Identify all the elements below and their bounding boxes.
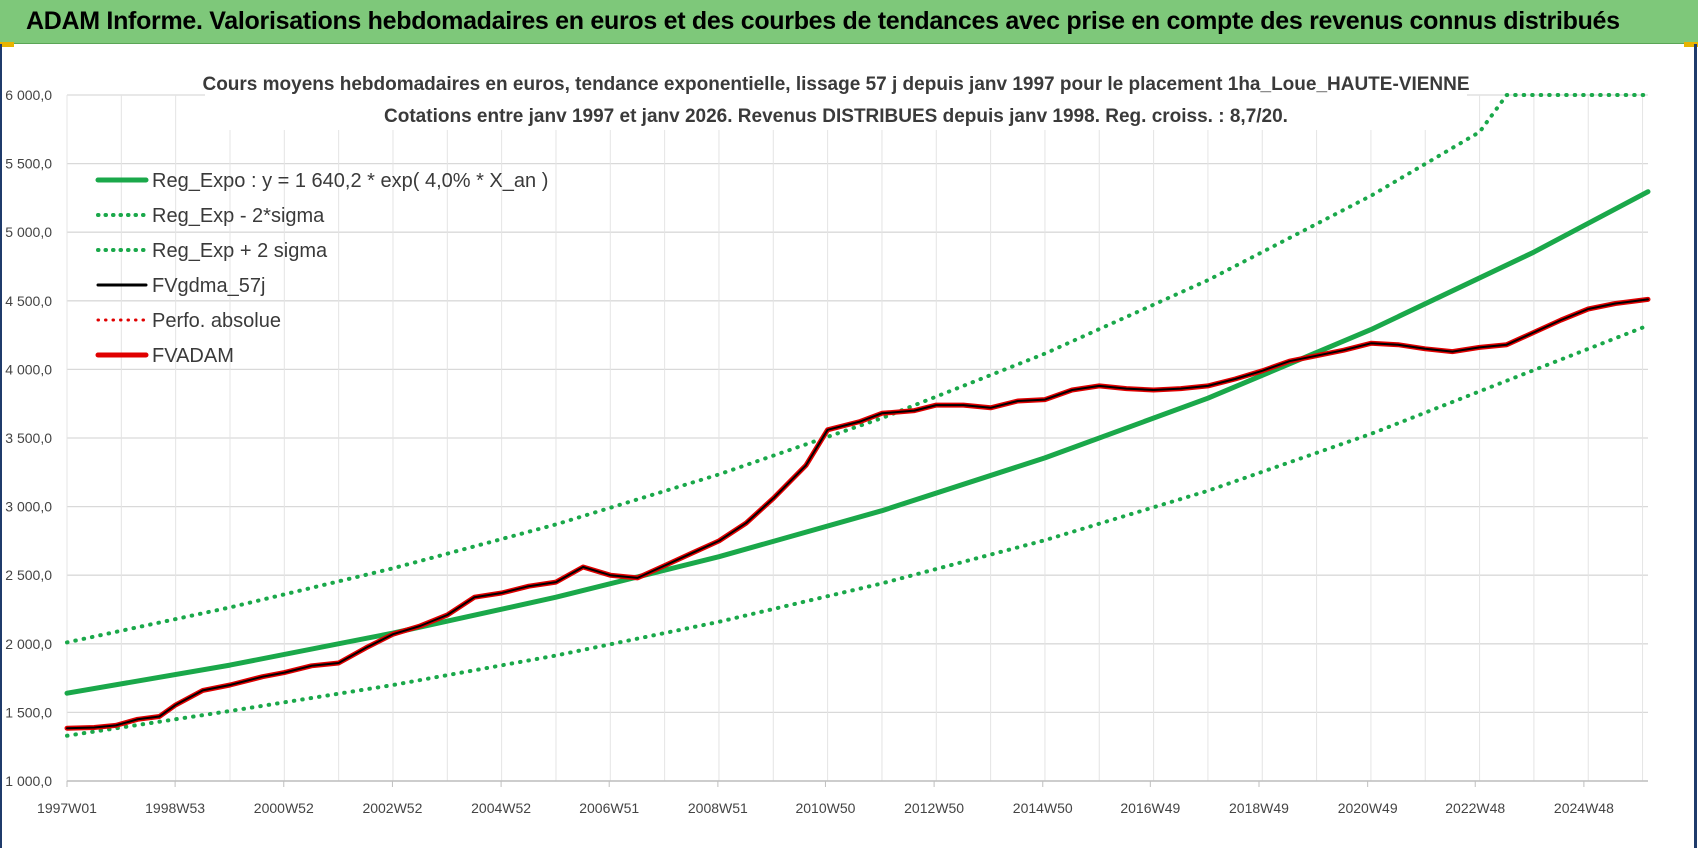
legend-label: Reg_Exp - 2*sigma: [152, 205, 325, 227]
y-axis-ticks: 1 000,0 1 500,0 2 000,0 2 500,0 3 000,0 3 500…: [5, 87, 52, 789]
x-tick-label: 2002W52: [362, 800, 422, 816]
x-tick-label: 1998W53: [145, 800, 205, 816]
legend-label: Reg_Exp + 2 sigma: [152, 240, 328, 262]
y-tick-label: 4 000,0: [5, 361, 52, 377]
y-tick-label: 3 500,0: [5, 430, 52, 446]
x-tick-label: 2004W52: [471, 800, 531, 816]
y-tick-label: 2 500,0: [5, 567, 52, 583]
y-tick-label: 1 000,0: [5, 773, 52, 789]
x-tick-label: 2016W49: [1120, 800, 1180, 816]
x-tick-label: 2012W50: [904, 800, 964, 816]
y-tick-label: 5 500,0: [5, 156, 52, 172]
y-tick-label: 3 000,0: [5, 499, 52, 515]
frame-left: [0, 44, 2, 848]
legend: Reg_Expo : y = 1 640,2 * exp( 4,0% * X_a…: [95, 170, 548, 367]
x-tick-label: 2014W50: [1013, 800, 1073, 816]
y-tick-label: 4 500,0: [5, 293, 52, 309]
x-tick-label: 2006W51: [579, 800, 639, 816]
series-line-reg-exp-2-sigma: [65, 93, 1650, 645]
chart-title-line1: Cours moyens hebdomadaires en euros, ten…: [202, 74, 1469, 95]
x-tick-label: 2008W51: [688, 800, 748, 816]
banner-title: ADAM Informe. Valorisations hebdomadaire…: [26, 7, 1620, 35]
x-tick-label: 2020W49: [1338, 800, 1398, 816]
corner-mark-right: [1684, 42, 1698, 47]
title-background: [205, 66, 1467, 130]
chart-title-line2: Cotations entre janv 1997 et janv 2026. …: [384, 106, 1288, 127]
legend-label: Perfo. absolue: [152, 310, 281, 332]
title-banner: ADAM Informe. Valorisations hebdomadaire…: [0, 0, 1698, 44]
legend-label: Reg_Expo : y = 1 640,2 * exp( 4,0% * X_a…: [152, 170, 548, 192]
x-tick-label: 2000W52: [254, 800, 314, 816]
x-tick-label: 2024W48: [1554, 800, 1614, 816]
x-tick-label: 2018W49: [1229, 800, 1289, 816]
x-tick-label: 2010W50: [795, 800, 855, 816]
corner-mark-left: [0, 42, 14, 47]
legend-label: FVADAM: [152, 345, 234, 367]
y-tick-label: 1 500,0: [5, 704, 52, 720]
x-axis-ticks: 1997W01 1998W53 2000W52 2002W52 2004W52 2006W…: [37, 781, 1614, 816]
grid: [66, 94, 1648, 782]
series-line-reg-exp-2-sigma: [65, 323, 1650, 738]
y-tick-label: 5 000,0: [5, 224, 52, 240]
x-tick-label: 2022W48: [1445, 800, 1505, 816]
x-tick-label: 1997W01: [37, 800, 97, 816]
frame-right: [1694, 44, 1697, 848]
series-line-fvgdma-57j: [66, 298, 1649, 730]
legend-label: FVgdma_57j: [152, 275, 265, 297]
series-layer: [64, 93, 1651, 738]
y-tick-label: 2 000,0: [5, 636, 52, 652]
y-tick-label: 6 000,0: [5, 87, 52, 103]
series-line-reg-expo: [64, 189, 1651, 696]
chart-title-group: Cours moyens hebdomadaires en euros, ten…: [202, 66, 1470, 130]
